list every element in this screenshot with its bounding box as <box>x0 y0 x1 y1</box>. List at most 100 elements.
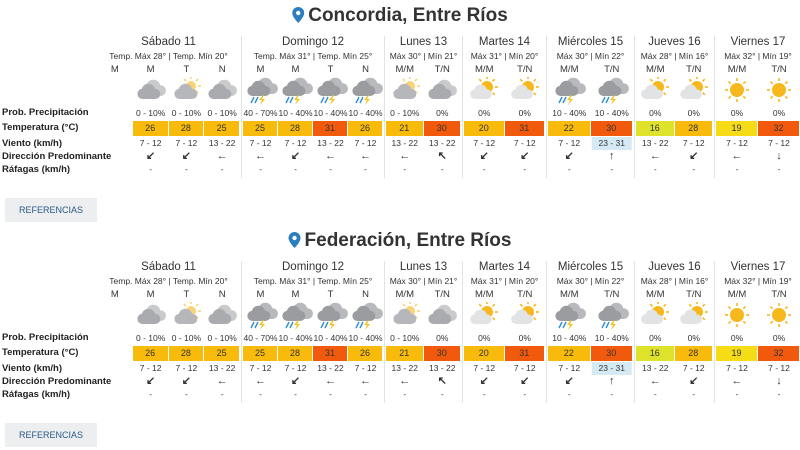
temperature: 31 <box>313 121 347 136</box>
weather-icon <box>595 302 629 334</box>
temperature: 31 <box>504 346 544 361</box>
row-label: Ráfagas (km/h) <box>2 164 71 175</box>
period-label: M/M <box>395 289 414 300</box>
period-label: M/M <box>646 64 665 75</box>
day-name: Martes 14 <box>478 261 531 273</box>
day-name: Viernes 17 <box>730 261 786 273</box>
wind: 7 - 12 <box>768 363 790 373</box>
references-button[interactable]: REFERENCIAS <box>5 198 97 222</box>
weather-icon <box>508 76 542 109</box>
weather-icon <box>244 77 278 109</box>
day-name: Jueves 16 <box>648 36 701 48</box>
wind-direction: ← <box>255 150 266 162</box>
temperature: 31 <box>313 346 347 361</box>
weather-icon <box>279 302 313 334</box>
row-label: Dirección Predominante <box>2 376 112 387</box>
city-title: Concordia, Entre Ríos <box>292 6 508 25</box>
wind-direction: ↑ <box>609 150 615 162</box>
day-temps: Máx 30° | Mín 22° <box>556 51 625 61</box>
wind-direction: ↙ <box>290 375 301 387</box>
row-label: Ráfagas (km/h) <box>2 389 71 400</box>
gusts: - <box>567 389 571 399</box>
row-label: Temperatura (°C) <box>2 122 79 133</box>
wind: 13 - 22 <box>208 363 236 373</box>
temperature: 28 <box>674 121 712 136</box>
wind-direction: ← <box>216 150 228 162</box>
day-temps: Máx 32° | Mín 19° <box>724 51 792 61</box>
wind-direction: ↙ <box>689 375 699 387</box>
wind: 13 - 22 <box>317 363 344 373</box>
day-separator <box>241 36 242 178</box>
row-label: Viento (km/h) <box>2 138 62 149</box>
weather-icon <box>388 301 422 334</box>
day-separator <box>714 36 715 178</box>
pin-icon <box>292 7 305 23</box>
precipitation: 40 - 70% <box>243 108 278 118</box>
weather-icon <box>205 302 239 334</box>
period-label: M <box>291 64 300 75</box>
temperature: 28 <box>674 346 712 361</box>
wind: 13 - 22 <box>208 138 236 148</box>
precipitation: 10 - 40% <box>552 333 587 343</box>
day-name: Sábado 11 <box>141 36 196 48</box>
gusts: - <box>294 389 297 399</box>
gusts: - <box>567 164 571 174</box>
wind: 13 - 22 <box>429 138 456 148</box>
city-title: Federación, Entre Ríos <box>288 231 511 250</box>
gusts: - <box>329 389 332 399</box>
gusts: - <box>364 164 367 174</box>
temperature: 28 <box>278 346 312 361</box>
gusts: - <box>777 389 781 399</box>
temperature: 16 <box>636 121 674 136</box>
period-label: M/M <box>727 64 747 75</box>
period-label: M <box>256 289 265 300</box>
period-label: T/N <box>434 289 450 300</box>
wind: 13 - 22 <box>391 138 418 148</box>
day-temps: Máx 32° | Mín 19° <box>724 276 792 286</box>
day-temps: Máx 28° | Mín 16° <box>640 51 709 61</box>
precipitation: 10 - 40% <box>594 333 629 343</box>
precipitation: 0 - 10% <box>171 108 202 118</box>
period-label: T/N <box>771 289 787 300</box>
temperature: 25 <box>243 121 277 136</box>
period-label: M/M <box>475 64 494 75</box>
gusts: - <box>610 389 614 399</box>
precipitation: 0% <box>436 333 449 343</box>
precipitation: 0 - 10% <box>207 108 237 118</box>
weather-icon <box>349 302 383 334</box>
period-label: M <box>146 289 155 300</box>
wind-direction: ↙ <box>181 375 191 387</box>
gusts: - <box>440 164 444 174</box>
day-separator <box>634 261 635 403</box>
weather-icon <box>762 77 796 109</box>
wind-direction: ↙ <box>564 375 574 387</box>
weather-icon <box>314 302 348 334</box>
period-label: T <box>183 289 190 300</box>
wind: 7 - 12 <box>354 363 377 373</box>
wind-direction: ← <box>216 375 228 387</box>
precipitation: 0% <box>649 333 662 343</box>
day-temps: Máx 31° | Mín 20° <box>470 51 539 61</box>
references-button[interactable]: REFERENCIAS <box>5 423 97 447</box>
pin-icon <box>288 232 301 248</box>
wind-direction: ↙ <box>479 150 489 162</box>
weather-icon <box>205 77 239 109</box>
weather-icon <box>388 76 422 109</box>
row-label: Temperatura (°C) <box>2 347 79 358</box>
wind-direction: ← <box>399 150 411 162</box>
wind: 7 - 12 <box>682 363 705 373</box>
gusts: - <box>403 389 407 399</box>
precipitation: 0% <box>436 108 449 118</box>
precipitation: 40 - 70% <box>243 333 278 343</box>
day-separator <box>714 261 715 403</box>
weather-icon <box>595 77 629 109</box>
temperature: 28 <box>278 121 312 136</box>
period-label: T <box>183 64 190 75</box>
weather-icon <box>467 301 501 334</box>
precipitation: 10 - 40% <box>278 333 313 343</box>
period-label: T/N <box>604 289 620 300</box>
temperature: 25 <box>243 346 277 361</box>
wind: 7 - 12 <box>513 363 536 373</box>
day-temps: Máx 31° | Mín 20° <box>470 276 539 286</box>
gusts: - <box>610 164 614 174</box>
